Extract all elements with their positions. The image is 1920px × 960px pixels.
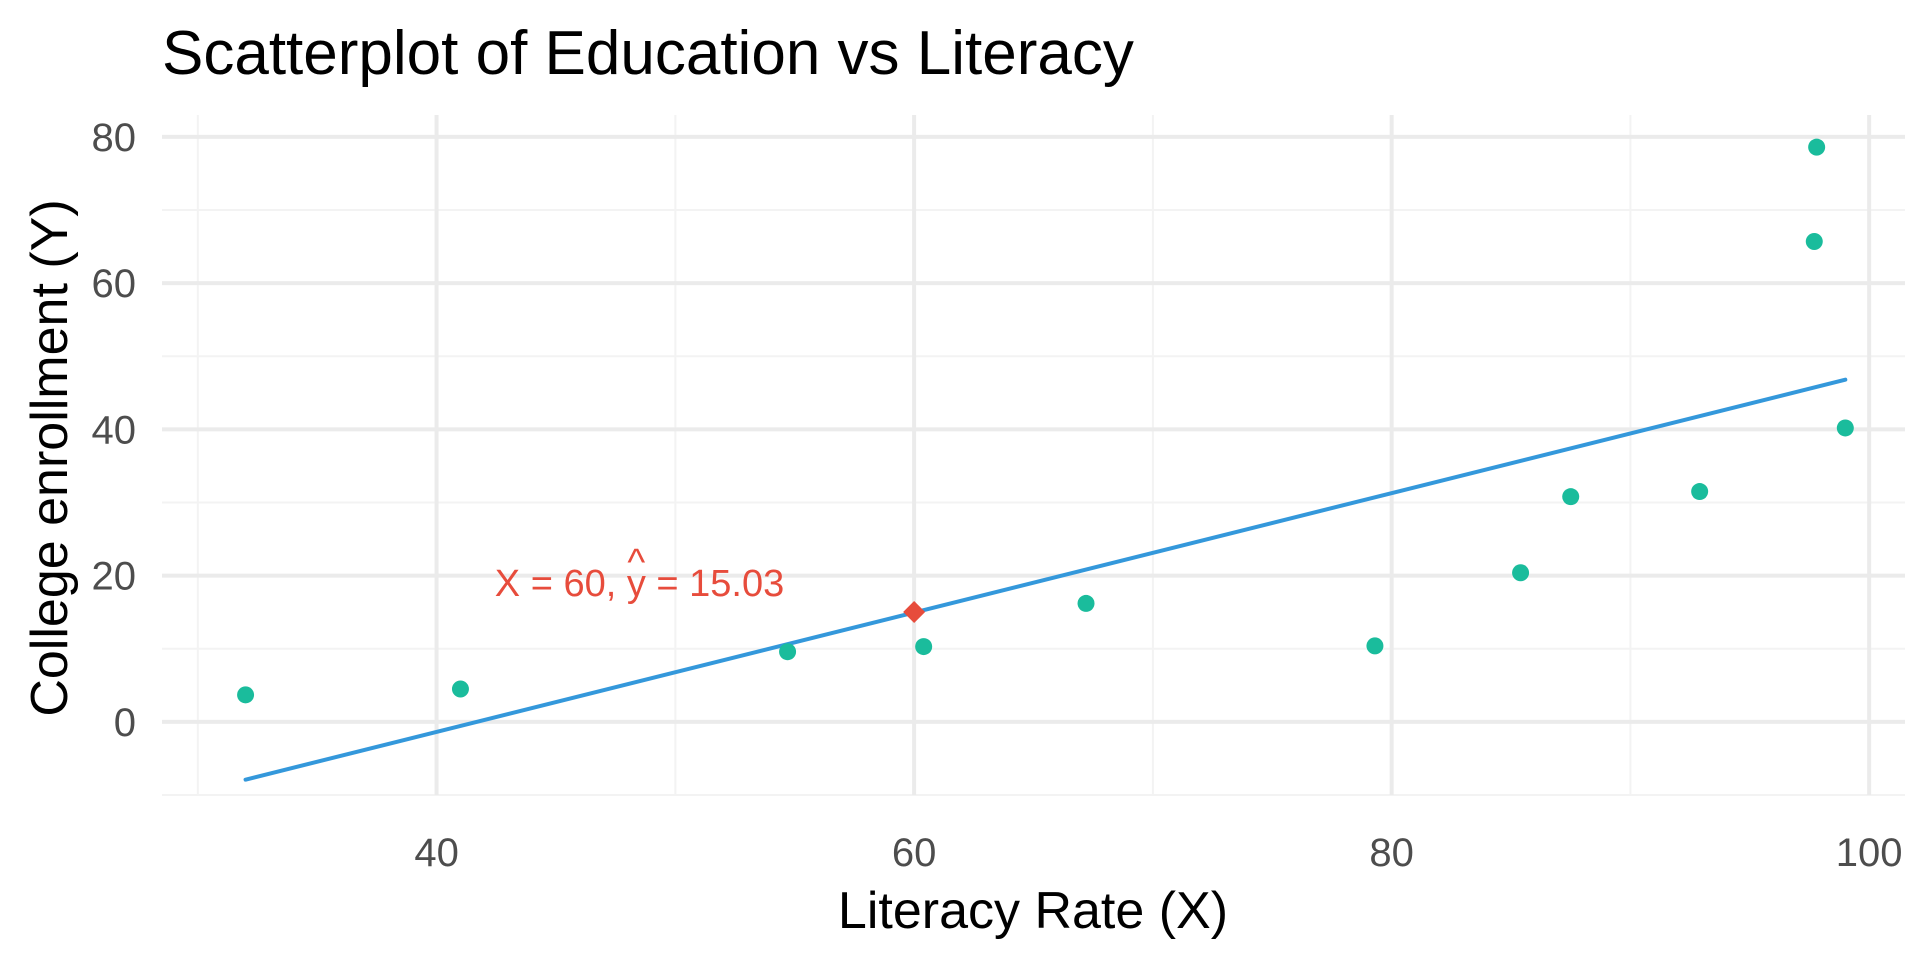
y-tick-label: 20 [92,555,137,599]
x-tick-labels: 40 60 80 100 [414,831,1902,875]
data-point [1808,138,1826,156]
regression-layer [243,377,1848,782]
x-axis-title: Literacy Rate (X) [838,882,1228,940]
data-point [915,638,933,656]
data-point [1077,594,1095,612]
data-point [1562,488,1580,506]
highlight-layer [903,600,926,623]
data-point [1366,637,1384,655]
data-point [1512,564,1530,582]
y-tick-label: 60 [92,262,137,306]
x-tick-label: 80 [1369,831,1414,875]
highlight-point [903,600,926,623]
x-tick-label: 100 [1836,831,1903,875]
minor-gridlines [162,115,1905,796]
data-point [779,643,797,661]
y-axis-title: College enrollment (Y) [21,199,79,716]
y-tick-label: 40 [92,408,137,452]
y-hat-caret: ^ [627,542,645,584]
data-point [1691,483,1709,501]
data-point [1836,419,1854,437]
data-points [237,138,1854,704]
y-tick-label: 0 [114,701,136,745]
major-gridlines [162,115,1905,795]
data-point [1805,232,1823,250]
y-tick-labels: 0 20 40 60 80 [92,116,137,745]
x-tick-label: 60 [892,831,937,875]
regression-line [243,377,1848,782]
x-tick-label: 40 [414,831,459,875]
data-point [451,680,469,698]
chart-title: Scatterplot of Education vs Literacy [162,19,1134,88]
data-point [237,686,255,704]
y-tick-label: 80 [92,116,137,160]
prediction-annotation: X = 60, y = 15.03 [495,563,784,605]
